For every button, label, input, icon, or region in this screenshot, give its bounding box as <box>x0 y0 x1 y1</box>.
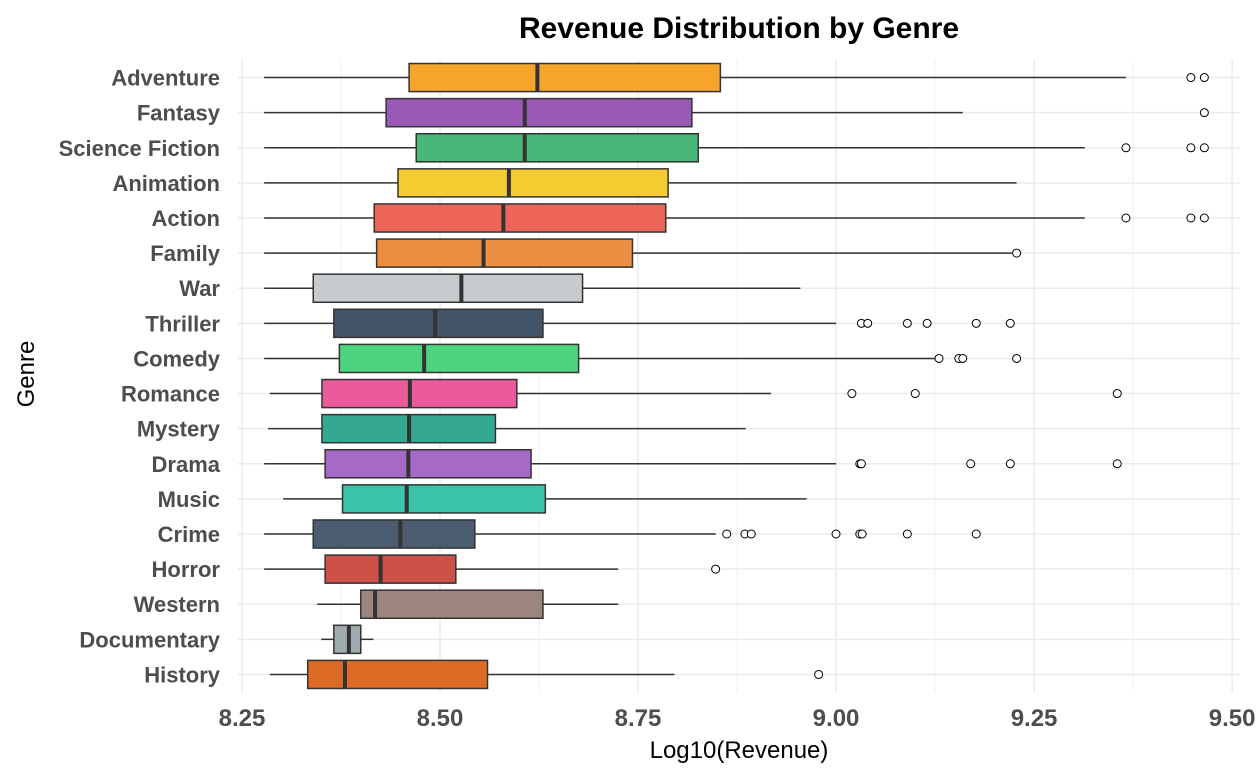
box-history <box>269 659 824 690</box>
y-tick-label: Science Fiction <box>59 136 220 161</box>
box-science-fiction <box>264 132 1209 163</box>
box-comedy <box>264 343 1022 374</box>
y-tick-label: Music <box>158 487 220 512</box>
x-tick-label: 8.75 <box>615 705 662 732</box>
box-adventure <box>264 62 1209 93</box>
box-western <box>317 589 619 620</box>
outlier-point <box>1199 108 1209 118</box>
outlier-point <box>910 389 920 399</box>
outlier-point <box>1121 143 1131 153</box>
outlier-point <box>1012 353 1022 363</box>
box-drama <box>264 448 1122 479</box>
outlier-point <box>1199 213 1209 223</box>
y-tick-label: Horror <box>152 557 221 582</box>
iqr-box-science-fiction <box>415 132 699 163</box>
y-tick-label: Adventure <box>111 66 220 91</box>
chart-title: Revenue Distribution by Genre <box>519 12 959 45</box>
outlier-point <box>1199 73 1209 83</box>
iqr-box-family <box>375 238 634 268</box>
iqr-box-horror <box>324 554 457 584</box>
iqr-box-fantasy <box>385 97 693 128</box>
box-action <box>264 203 1209 233</box>
outlier-point <box>1112 389 1122 399</box>
outlier-point <box>1112 459 1122 469</box>
y-tick-label: Comedy <box>133 346 221 371</box>
iqr-box-western <box>360 589 544 620</box>
box-music <box>283 484 807 514</box>
box-fantasy <box>264 97 1209 128</box>
box-animation <box>264 168 1017 198</box>
y-tick-label: Thriller <box>145 311 220 336</box>
x-tick-labels: 8.25 8.50 8.75 9.00 9.25 9.50 <box>219 705 1256 732</box>
box-romance <box>269 378 1122 409</box>
outlier-point <box>966 459 976 469</box>
iqr-box-animation <box>397 168 669 198</box>
outlier-point <box>934 353 944 363</box>
x-axis-title: Log10(Revenue) <box>650 737 829 764</box>
y-tick-label: Documentary <box>79 627 220 652</box>
outlier-point <box>856 459 866 469</box>
outlier-point <box>722 529 732 539</box>
outlier-point <box>1199 143 1209 153</box>
outlier-point <box>1005 318 1015 328</box>
outlier-point <box>1012 248 1022 258</box>
outlier-point <box>902 529 912 539</box>
y-tick-label: Crime <box>158 522 220 547</box>
outlier-point <box>971 529 981 539</box>
iqr-box-crime <box>312 519 476 549</box>
box-war <box>264 273 801 304</box>
y-tick-label: Fantasy <box>137 101 221 126</box>
outlier-point <box>1186 73 1196 83</box>
outlier-point <box>814 669 824 679</box>
x-tick-label: 9.25 <box>1011 705 1058 732</box>
y-tick-label: Romance <box>121 382 220 407</box>
box-mystery <box>268 413 746 444</box>
outlier-point <box>857 529 867 539</box>
iqr-box-war <box>312 273 584 304</box>
y-tick-label: Family <box>150 241 220 266</box>
y-axis-title: Genre <box>13 341 40 408</box>
outlier-point <box>711 564 721 574</box>
box-family <box>264 238 1022 268</box>
box-documentary <box>321 624 374 655</box>
iqr-box-romance <box>321 378 518 409</box>
x-tick-label: 8.50 <box>417 705 464 732</box>
x-tick-label: 9.50 <box>1209 705 1256 732</box>
outlier-point <box>922 318 932 328</box>
outlier-point <box>958 353 968 363</box>
outlier-point <box>863 318 873 328</box>
iqr-box-comedy <box>338 343 580 374</box>
y-tick-label: History <box>144 662 221 687</box>
x-tick-label: 8.25 <box>219 705 266 732</box>
y-tick-label: Action <box>152 206 220 231</box>
iqr-box-action <box>373 203 667 233</box>
y-tick-label: Animation <box>112 171 220 196</box>
box-thriller <box>264 308 1015 339</box>
iqr-box-adventure <box>408 62 722 93</box>
iqr-box-music <box>341 484 547 514</box>
box-crime <box>264 519 981 549</box>
boxes-layer <box>264 62 1209 690</box>
iqr-box-history <box>306 659 489 690</box>
y-tick-label: Western <box>134 592 220 617</box>
y-tick-label: Drama <box>152 452 221 477</box>
outlier-point <box>1186 213 1196 223</box>
box-horror <box>264 554 721 584</box>
iqr-box-thriller <box>333 308 544 339</box>
outlier-point <box>971 318 981 328</box>
outlier-point <box>831 529 841 539</box>
outlier-point <box>1186 143 1196 153</box>
outlier-point <box>847 389 857 399</box>
y-tick-labels: Adventure Fantasy Science Fiction Animation… <box>59 66 221 688</box>
outlier-point <box>746 529 756 539</box>
outlier-point <box>1005 459 1015 469</box>
outlier-point <box>902 318 912 328</box>
y-tick-label: Mystery <box>137 417 221 442</box>
y-tick-label: War <box>179 276 220 301</box>
x-tick-label: 9.00 <box>813 705 860 732</box>
iqr-box-drama <box>324 448 532 479</box>
outlier-point <box>1121 213 1131 223</box>
